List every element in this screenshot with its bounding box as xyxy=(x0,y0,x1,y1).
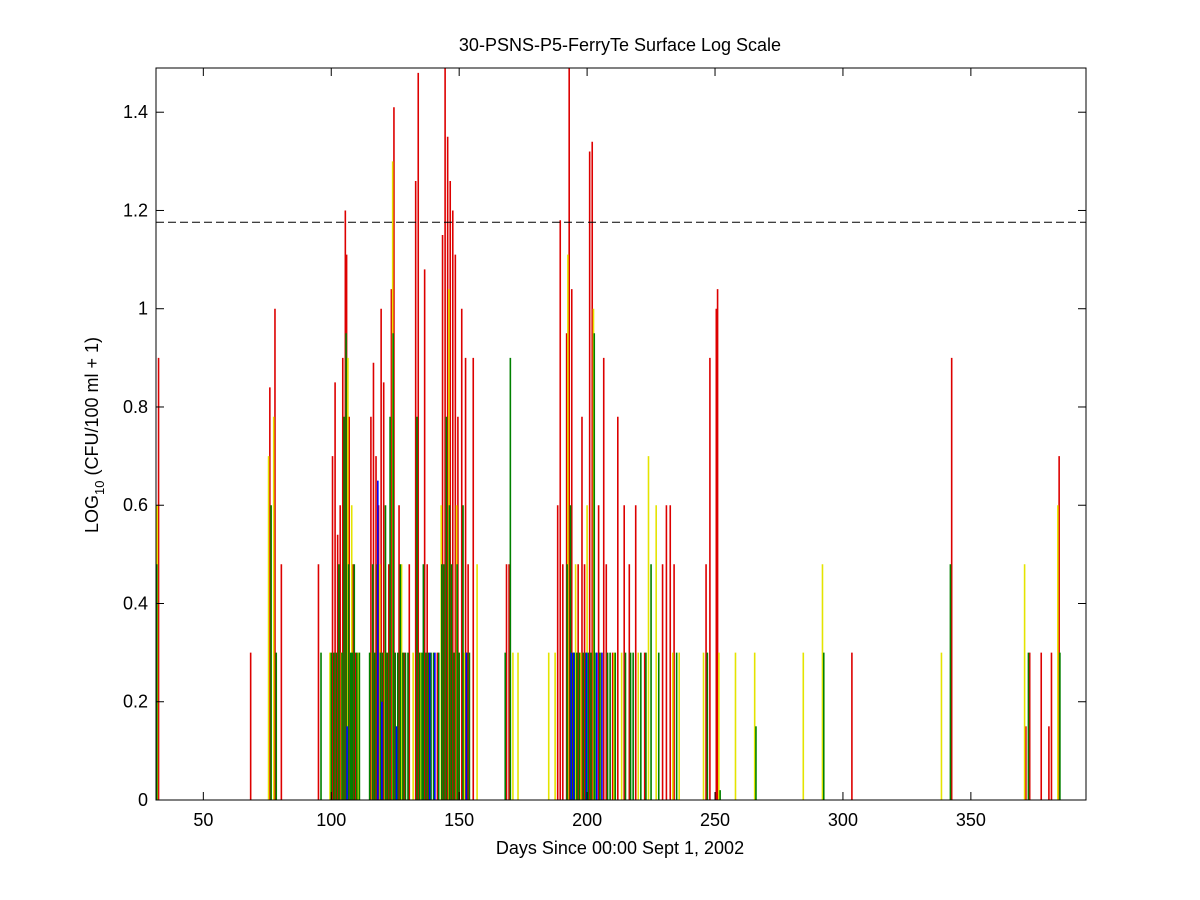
x-tick-label-1: 100 xyxy=(316,810,346,830)
y-tick-label-4: 0.8 xyxy=(123,397,148,417)
y-tick-label-1: 0.2 xyxy=(123,692,148,712)
axes-layer xyxy=(155,67,1087,801)
x-tick-label-5: 300 xyxy=(828,810,858,830)
x-tick-label-3: 200 xyxy=(572,810,602,830)
ticks-layer: 50 100 150 200 250 300 350 0 0.2 0.4 0.6 0.8 1 1.2 1.4 xyxy=(123,68,1086,830)
plot-frame xyxy=(155,67,1087,801)
x-axis-label: Days Since 00:00 Sept 1, 2002 xyxy=(496,838,744,858)
y-tick-label-0: 0 xyxy=(138,790,148,810)
y-tick-label-7: 1.4 xyxy=(123,102,148,122)
bars-layer xyxy=(155,68,1061,800)
chart-title: 30-PSNS-P5-FerryTe Surface Log Scale xyxy=(459,35,781,55)
y-axis-label: LOG10 (CFU/100 ml + 1) xyxy=(82,337,107,533)
y-axis-label-rest: (CFU/100 ml + 1) xyxy=(82,337,102,481)
y-tick-label-6: 1.2 xyxy=(123,200,148,220)
x-tick-label-4: 250 xyxy=(700,810,730,830)
x-tick-label-2: 150 xyxy=(444,810,474,830)
y-tick-label-3: 0.6 xyxy=(123,495,148,515)
y-axis-label-main: LOG xyxy=(82,495,102,533)
x-tick-label-6: 350 xyxy=(956,810,986,830)
y-axis-label-subscript: 10 xyxy=(92,481,107,495)
y-tick-label-2: 0.4 xyxy=(123,593,148,613)
y-tick-label-5: 1 xyxy=(138,299,148,319)
x-tick-label-0: 50 xyxy=(193,810,213,830)
